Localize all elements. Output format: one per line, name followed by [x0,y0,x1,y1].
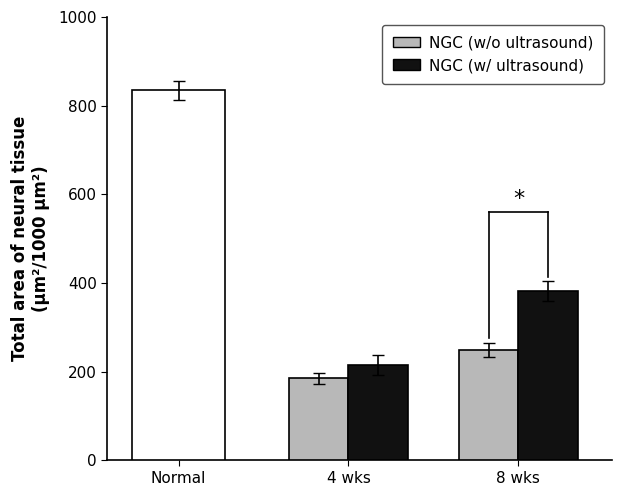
Bar [132,90,226,461]
Y-axis label: Total area of neural tissue
(μm²/1000 μm²): Total area of neural tissue (μm²/1000 μm… [11,116,50,361]
Text: *: * [513,189,524,209]
Bar [348,365,408,461]
Bar [518,291,578,461]
Legend: NGC (w/o ultrasound), NGC (w/ ultrasound): NGC (w/o ultrasound), NGC (w/ ultrasound… [382,25,604,84]
Bar [289,378,348,461]
Bar [459,349,518,461]
